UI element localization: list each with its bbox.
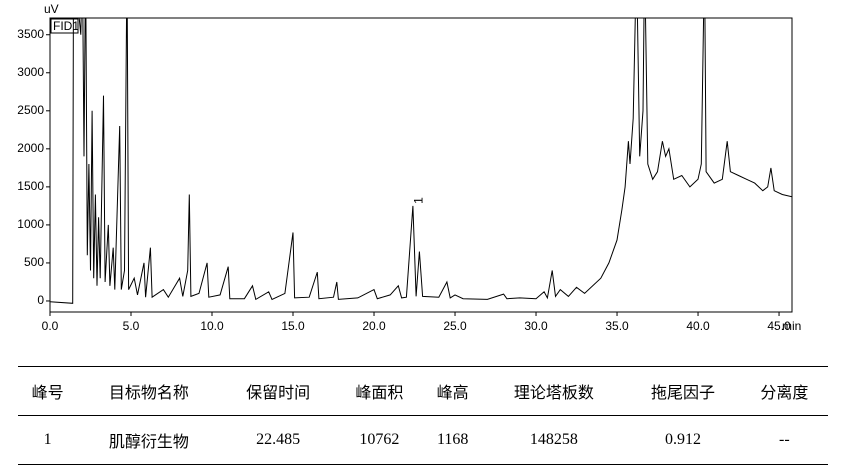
x-tick-label: 30.0 xyxy=(524,319,548,333)
data-row: 1 肌醇衍生物 22.485 10762 1168 148258 0.912 -… xyxy=(18,415,828,465)
y-axis-label: uV xyxy=(44,2,59,16)
cell: 10762 xyxy=(335,415,423,465)
cell: 肌醇衍生物 xyxy=(77,415,221,465)
x-axis-label: min xyxy=(782,319,801,333)
header-cell: 目标物名称 xyxy=(77,366,221,416)
plot-frame xyxy=(49,17,793,313)
header-cell: 峰号 xyxy=(18,366,78,416)
header-cell: 峰高 xyxy=(422,366,483,416)
cell: 1 xyxy=(18,415,78,465)
cell: 22.485 xyxy=(220,415,336,465)
x-tick-label: 0.0 xyxy=(42,319,59,333)
detector-label: FID1 xyxy=(53,19,79,33)
x-tick-label: 25.0 xyxy=(443,319,467,333)
y-tick-label: 3000 xyxy=(17,65,44,79)
chart: uV min FID1 0 500 1000 1500 2000 2500 3000 3500… xyxy=(17,2,801,333)
y-tick-label: 1500 xyxy=(17,179,44,193)
x-tick-label: 35.0 xyxy=(605,319,629,333)
y-tick-label: 0 xyxy=(37,293,44,307)
y-tick-label: 3500 xyxy=(17,27,44,41)
results-table: 峰号 目标物名称 保留时间 峰面积 峰高 理论塔板数 拖尾因子 分离度 1 肌醇… xyxy=(18,366,828,465)
trace-line xyxy=(50,18,792,304)
y-tick-label: 500 xyxy=(24,255,44,269)
detector-box xyxy=(50,18,79,34)
header-cell: 拖尾因子 xyxy=(625,366,741,416)
cell: -- xyxy=(740,415,828,465)
header-row: 峰号 目标物名称 保留时间 峰面积 峰高 理论塔板数 拖尾因子 分离度 xyxy=(18,366,828,416)
header-cell: 保留时间 xyxy=(220,366,336,416)
cell: 1168 xyxy=(422,415,483,465)
header-cell: 分离度 xyxy=(740,366,828,416)
peak-label: 1 xyxy=(411,197,425,204)
x-tick-label: 40.0 xyxy=(686,319,710,333)
x-tick-label: 10.0 xyxy=(200,319,224,333)
x-tick-label: 45.0 xyxy=(767,319,791,333)
x-tick-label: 20.0 xyxy=(362,319,386,333)
plot-area xyxy=(50,18,792,304)
cell: 0.912 xyxy=(625,415,741,465)
y-tick-label: 2000 xyxy=(17,141,44,155)
cell: 148258 xyxy=(482,415,626,465)
y-tick-label: 2500 xyxy=(17,103,44,117)
header-cell: 峰面积 xyxy=(335,366,423,416)
header-cell: 理论塔板数 xyxy=(482,366,626,416)
x-tick-label: 15.0 xyxy=(281,319,305,333)
y-tick-label: 1000 xyxy=(17,217,44,231)
x-tick-label: 5.0 xyxy=(123,319,140,333)
